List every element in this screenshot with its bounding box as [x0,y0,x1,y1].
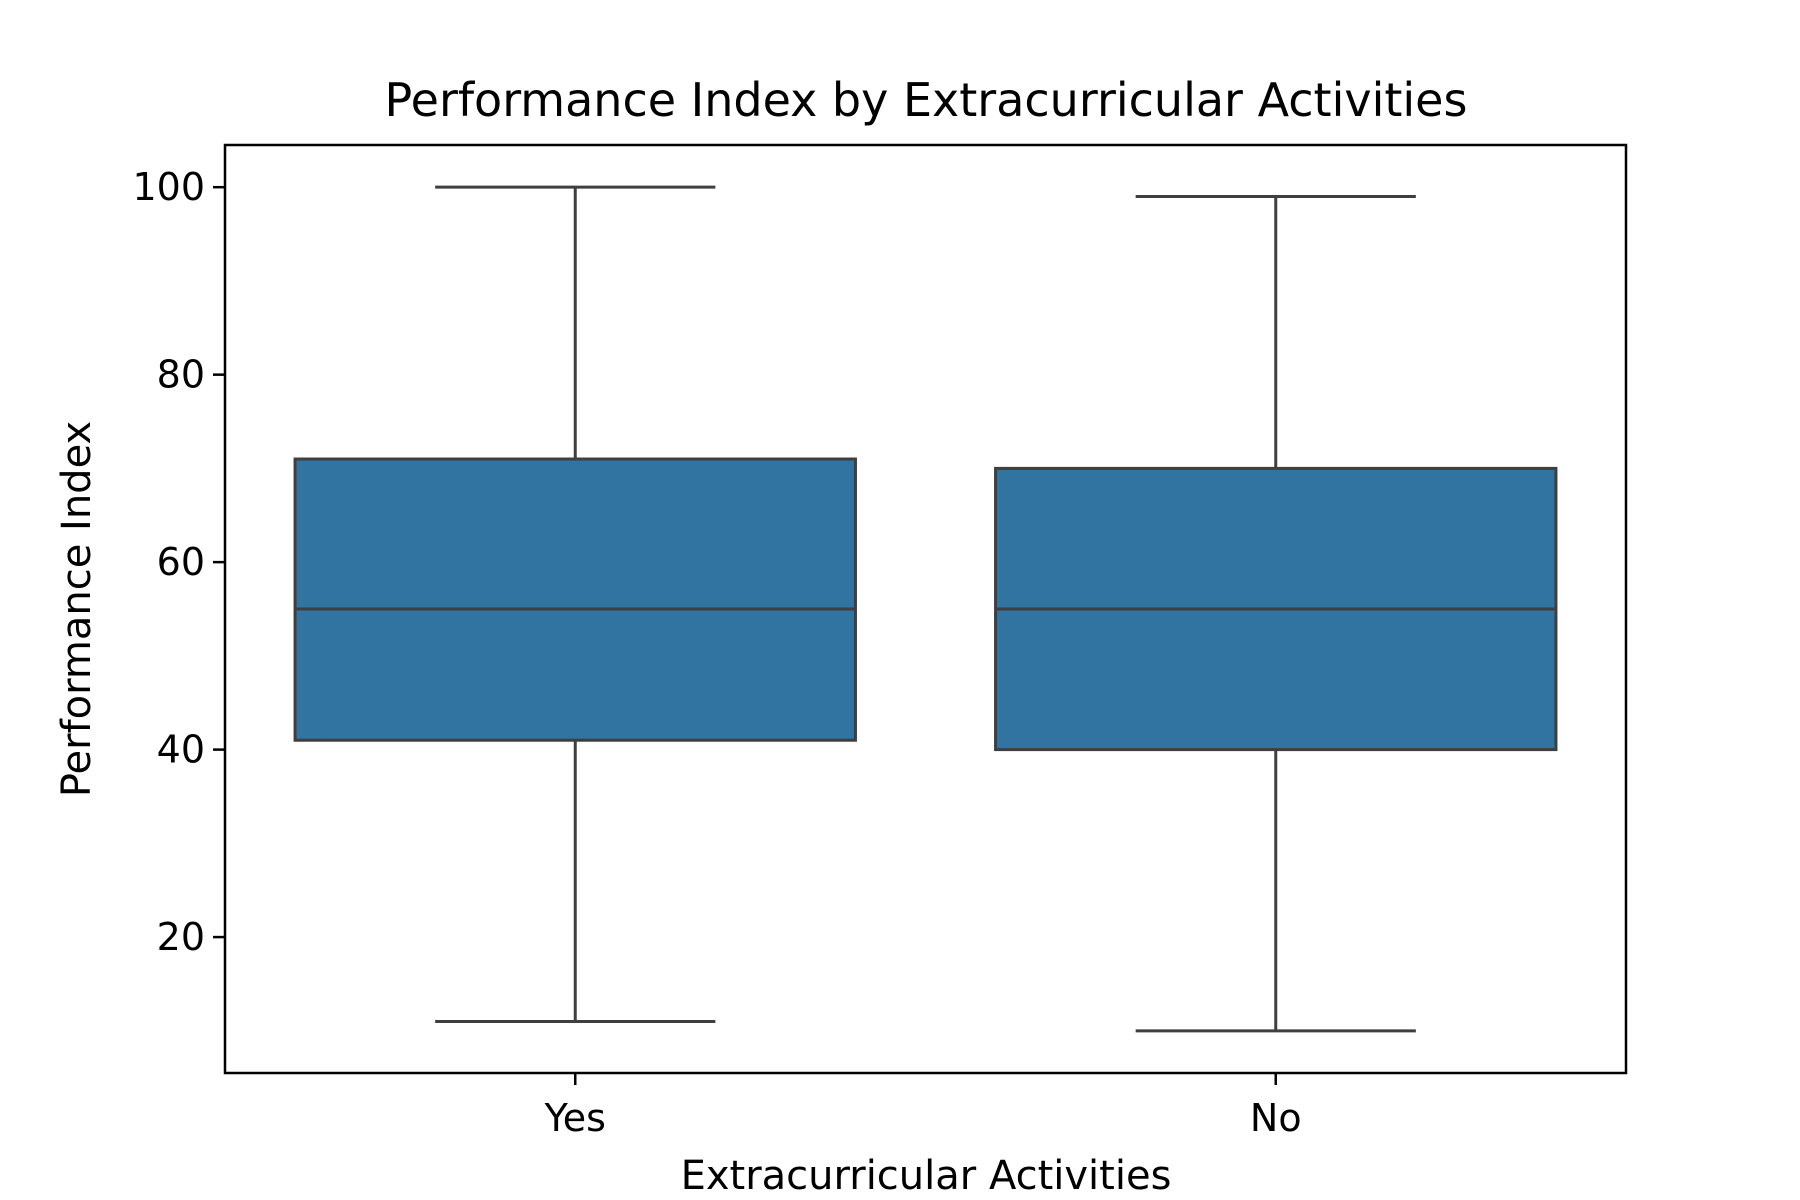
box-no [994,195,1558,1033]
y-axis-label: Performance Index [54,421,100,797]
x-tick-label: No [1250,1096,1302,1140]
iqr-box [293,457,857,742]
box-yes [293,185,857,1023]
y-tick-label: 40 [157,728,205,772]
y-tick-label: 100 [132,165,205,209]
y-axis: 20 40 60 80 100 [132,165,225,959]
x-tick-label: Yes [544,1096,606,1140]
x-axis: Yes No [544,1073,1302,1140]
y-tick-label: 80 [157,353,205,397]
plot-area [293,185,1558,1033]
x-axis-label: Extracurricular Activities [681,1153,1172,1199]
chart-title: Performance Index by Extracurricular Act… [385,73,1468,127]
plot-frame [223,143,1628,1075]
y-tick-label: 20 [157,915,205,959]
y-tick-label: 60 [157,540,205,584]
